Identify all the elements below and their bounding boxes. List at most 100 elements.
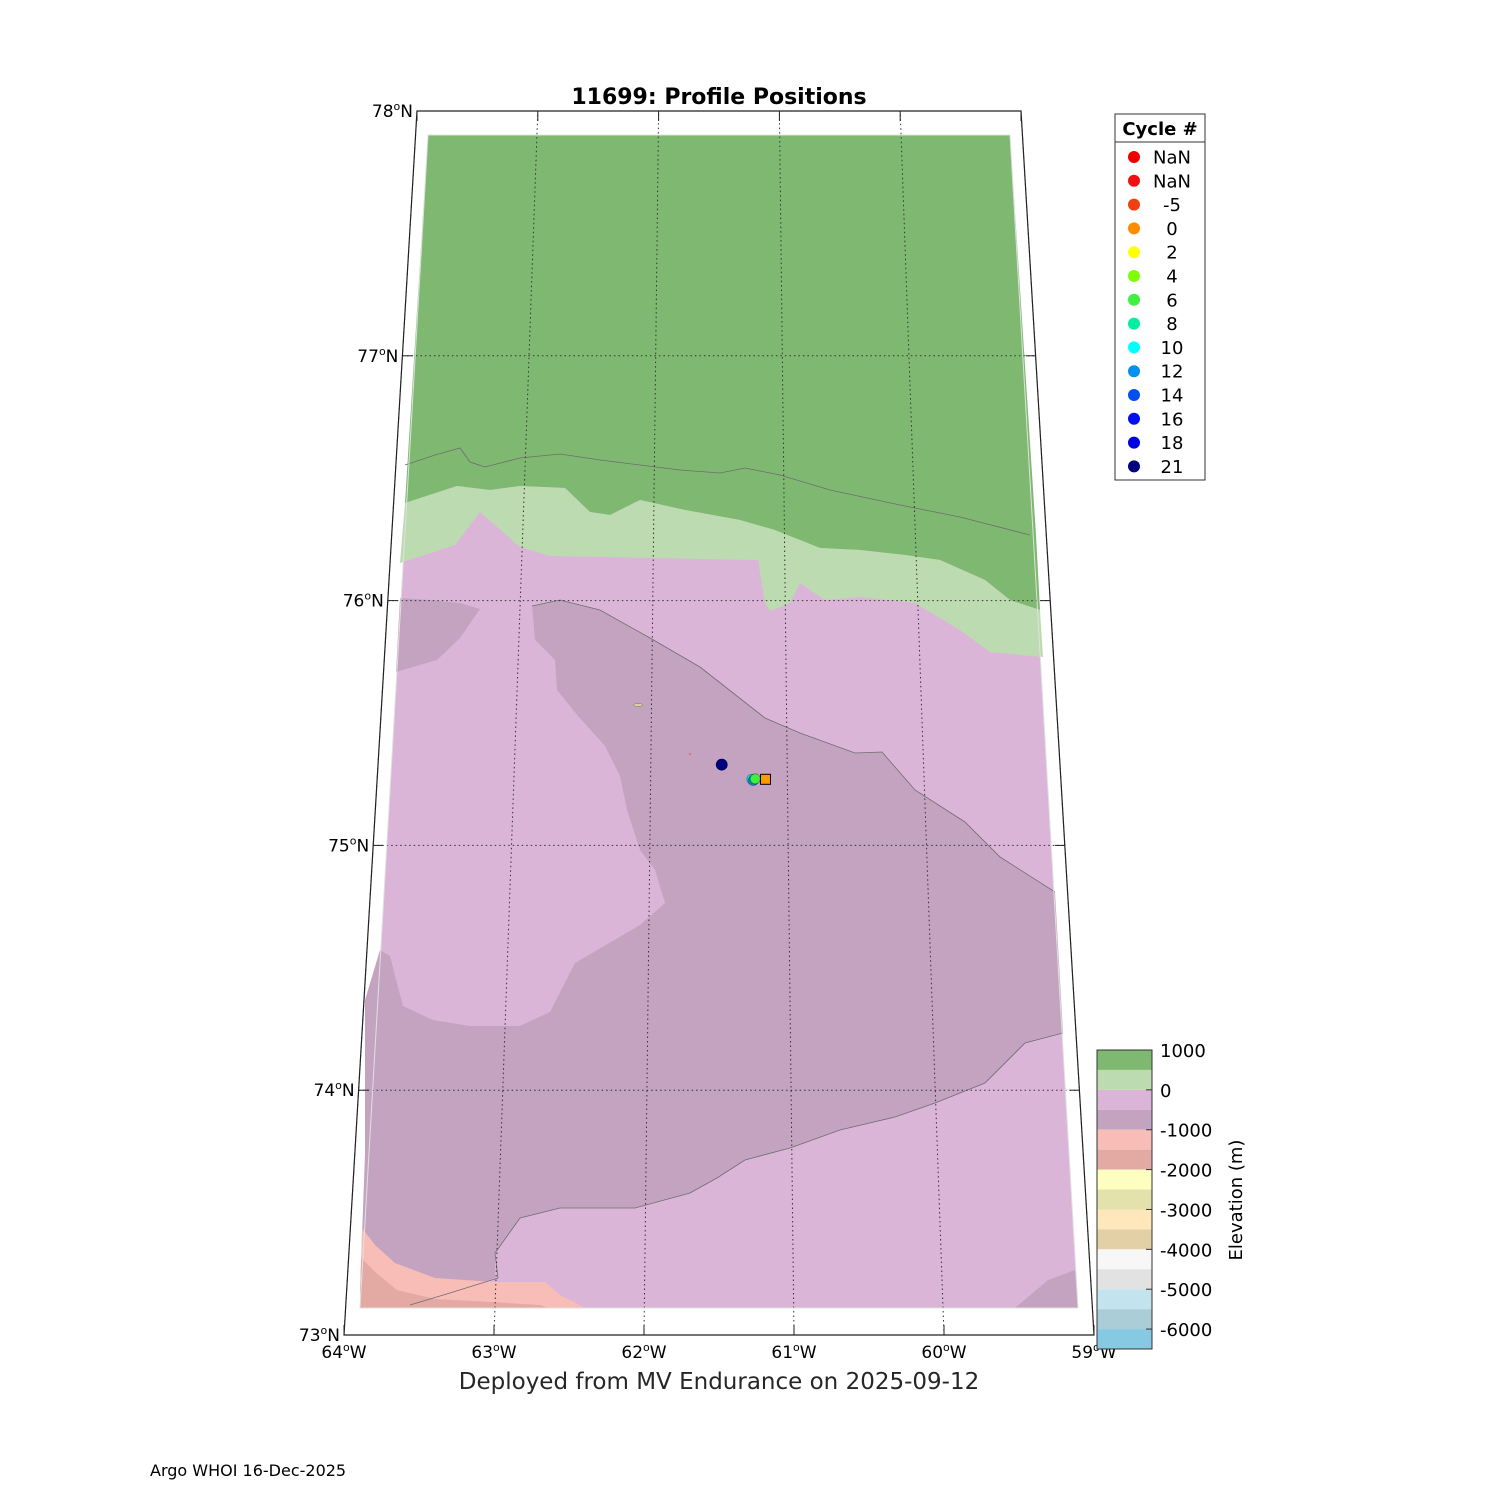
profile-markers: [715, 758, 771, 786]
legend-label: 8: [1166, 314, 1177, 335]
legend-label: 6: [1166, 290, 1177, 311]
lat-label-75: 75oN: [328, 834, 369, 856]
colorbar-band: [1097, 1309, 1152, 1330]
contour-line-3: [494, 1032, 1064, 1254]
lat-label-76: 76oN: [343, 590, 384, 612]
latitude-labels: 78oN 77oN 76oN 75oN 74oN 73oN: [299, 100, 413, 1346]
legend-label: -5: [1163, 195, 1181, 216]
legend-marker: [1128, 412, 1140, 425]
legend-label: 0: [1166, 219, 1177, 240]
colorbar-bands: [1097, 1050, 1152, 1349]
colorbar-band: [1097, 1089, 1152, 1110]
colorbar-tick-label: -1000: [1160, 1121, 1212, 1142]
meridian-line: [493, 110, 539, 1336]
lat-label-74: 74oN: [314, 1079, 355, 1101]
legend-label: 2: [1166, 243, 1177, 264]
contour-line-4: [409, 1252, 499, 1306]
legend-marker: [1128, 436, 1140, 449]
legend-label: 21: [1161, 457, 1184, 478]
legend-marker: [1128, 222, 1140, 235]
map-inner-border: [359, 134, 1079, 1309]
slope-region-se: [1015, 1270, 1078, 1308]
legend-label: 10: [1161, 338, 1184, 359]
legend-marker: [1128, 460, 1140, 473]
lat-label-77: 77oN: [357, 345, 398, 367]
longitude-labels: 64oW 63oW 62oW 61oW 60oW 59oW: [321, 1341, 1116, 1363]
legend-label: 16: [1161, 409, 1184, 430]
profile-marker-cycle-21: [715, 758, 728, 771]
lat-label-78: 78oN: [372, 100, 413, 122]
colorbar-tick-label: -3000: [1160, 1200, 1212, 1221]
colorbar-band: [1097, 1050, 1152, 1070]
bathymetry-layer: [360, 135, 1078, 1308]
colorbar-border: [1096, 1049, 1153, 1350]
map-title: 11699: Profile Positions: [571, 85, 866, 110]
legend-marker: [1128, 270, 1140, 282]
legend-marker: [1128, 389, 1140, 401]
colorbar-band: [1097, 1189, 1152, 1210]
legend-marker: [1128, 174, 1140, 187]
colorbar-tick-label: -4000: [1160, 1240, 1212, 1261]
colorbar-band: [1097, 1269, 1152, 1290]
deep-region-2: [360, 1258, 548, 1308]
colorbar-ticks: 1000 0 -1000 -2000 -3000 -4000 -5000 -6000: [1146, 1041, 1212, 1341]
colorbar-band: [1097, 1149, 1152, 1170]
colorbar-band: [1097, 1069, 1152, 1090]
lon-label-60: 60oW: [921, 1341, 966, 1363]
colorbar-band: [1097, 1329, 1152, 1349]
legend-marker: [1128, 365, 1140, 378]
colorbar-band: [1097, 1249, 1152, 1270]
legend-marker: [1128, 317, 1140, 330]
legend-label: NaN: [1153, 148, 1191, 169]
map-frame-border: [343, 110, 1095, 1336]
small-island-feature: [632, 703, 644, 707]
legend-marker: [1128, 246, 1140, 259]
colorbar-tick-label: -5000: [1160, 1280, 1212, 1301]
legend-label: 14: [1161, 386, 1184, 407]
profile-marker-cycle-6: [749, 773, 761, 785]
legend-marker: [1128, 293, 1140, 306]
legend-label: 18: [1161, 433, 1184, 454]
legend-marker: [1128, 151, 1140, 163]
land-high-region: [405, 135, 1040, 610]
contour-line-2: [531, 599, 1056, 893]
colorbar-band: [1097, 1209, 1152, 1230]
contour-line-1: [404, 447, 1031, 536]
meridian-line: [643, 110, 660, 1336]
colorbar-tick-label: -2000: [1160, 1161, 1212, 1182]
slope-region-nw: [396, 598, 480, 672]
legend-label: NaN: [1153, 171, 1191, 192]
colorbar-band: [1097, 1289, 1152, 1310]
slope-region-central: [360, 600, 1063, 1305]
legend-title: Cycle #: [1122, 119, 1197, 140]
colorbar-band: [1097, 1129, 1152, 1150]
land-low-region: [400, 486, 1043, 657]
map-axes: 78oN 77oN 76oN 75oN 74oN 73oN 64oW 63oW 62oW 61o…: [299, 100, 1117, 1363]
colorbar-band: [1097, 1169, 1152, 1190]
colorbar-band: [1097, 1229, 1152, 1250]
small-feature-dot: [689, 753, 691, 755]
lon-label-63: 63oW: [471, 1341, 516, 1363]
deployment-marker: [759, 773, 771, 785]
legend-label: 12: [1161, 362, 1184, 383]
colorbar-tick-label: 1000: [1160, 1041, 1206, 1062]
colorbar-tick-label: 0: [1160, 1081, 1171, 1102]
lon-label-62: 62oW: [621, 1341, 666, 1363]
lat-label-73: 73oN: [299, 1324, 340, 1346]
elevation-colorbar: 1000 0 -1000 -2000 -3000 -4000 -5000 -6000 Elev…: [1096, 1041, 1247, 1350]
legend-marker: [1128, 341, 1140, 354]
lon-label-64: 64oW: [321, 1341, 366, 1363]
lon-label-61: 61oW: [771, 1341, 816, 1363]
colorbar-tick-label: -6000: [1160, 1320, 1212, 1341]
meridian-line: [899, 110, 945, 1336]
legend-marker: [1128, 198, 1140, 211]
deployment-subtitle: Deployed from MV Endurance on 2025-09-12: [459, 1369, 979, 1395]
meridian-line: [778, 110, 795, 1336]
colorbar-label: Elevation (m): [1226, 1140, 1247, 1261]
deep-region-1: [360, 1228, 585, 1308]
legend-label: 4: [1166, 267, 1177, 288]
colorbar-band: [1097, 1109, 1152, 1130]
